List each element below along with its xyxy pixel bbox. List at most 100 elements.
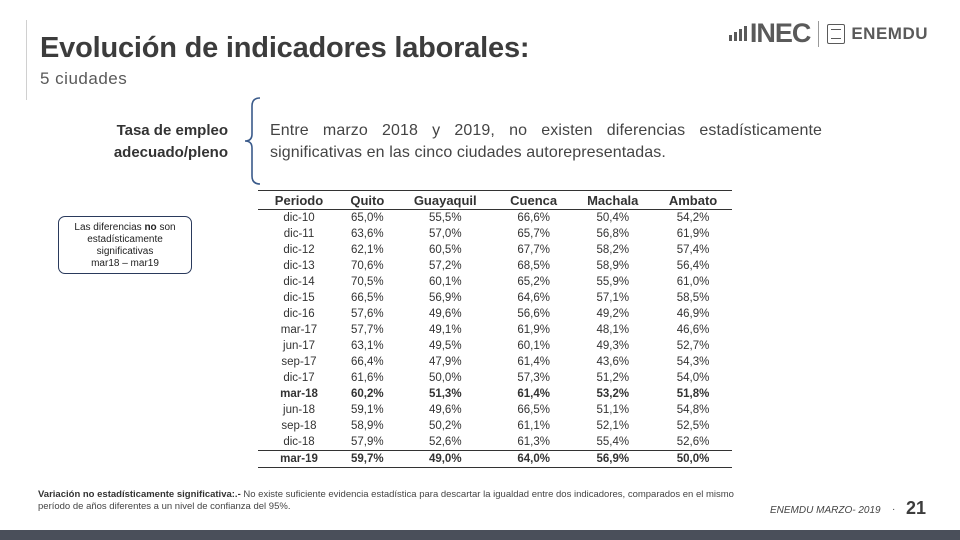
table-cell-value: 65,0% [351,212,384,224]
table-cell-period: dic-18 [283,436,315,448]
table-cell-value: 56,8% [596,228,630,240]
table-cell-period: dic-12 [283,244,315,256]
table-cell-value: 51,2% [596,372,630,384]
table-cell-value: 59,7% [340,450,395,468]
table-cell-value: 64,0% [495,450,572,468]
table-cell-value: 56,6% [517,308,550,320]
table-cell-value: 61,0% [676,276,710,288]
table-cell-value: 57,4% [676,244,710,256]
footer-source: ENEMDU MARZO- 2019 [770,505,881,516]
indicator-label-line2: adecuado/pleno [113,144,228,161]
table-cell-value: 51,3% [428,388,462,400]
table-cell-value: 65,7% [517,228,550,240]
table-cell-value: 65,2% [517,276,550,288]
table-row: dic-12 62,1% 60,5% 67,7% 58,2% 57,4% [258,242,732,258]
table-cell-value: 52,6% [676,436,710,448]
table-cell-value: 66,4% [351,356,384,368]
table-cell-value: 58,9% [351,420,384,432]
employment-rate-table: Periodo Quito Guayaquil Cuenca Machala A… [258,190,732,468]
table-cell-period: jun-18 [283,404,315,416]
table-cell-value: 56,4% [676,260,710,272]
table-row: dic-11 63,6% 57,0% 65,7% 56,8% 61,9% [258,226,732,242]
table-cell-value: 47,9% [428,356,462,368]
significance-note-box: Las diferencias no son estadísticamente … [58,216,192,274]
footnote-bold: Variación no estadísticamente significat… [38,489,241,500]
table-cell-value: 51,8% [676,388,710,400]
title-block: Evolución de indicadores laborales: 5 ci… [40,32,530,89]
note-line2: estadísticamente [87,234,163,245]
table-cell-value: 66,5% [517,404,550,416]
table-cell-value: 59,1% [351,404,384,416]
table-cell-value: 57,0% [428,228,462,240]
table-cell-value: 61,1% [517,420,550,432]
table-cell-value: 49,6% [428,308,462,320]
col-header-guayaquil: Guayaquil [394,190,496,210]
table-cell-value: 52,1% [596,420,630,432]
table-cell-period: dic-16 [283,308,315,320]
table-cell-value: 49,5% [428,340,462,352]
table-cell-value: 60,1% [428,276,462,288]
col-header-periodo: Periodo [258,190,340,210]
footer-dot: · [892,504,896,515]
indicator-description: Entre marzo 2018 y 2019, no existen dife… [270,122,822,161]
table-cell-value: 52,6% [428,436,462,448]
note-line3: significativas [96,246,154,257]
table-cell-value: 54,2% [676,212,710,224]
page-number: 21 [906,498,927,518]
logo-divider [818,20,820,47]
table-cell-value: 57,9% [351,436,384,448]
table-row: sep-17 66,4% 47,9% 61,4% 43,6% 54,3% [258,354,732,370]
table-row: mar-18 60,2% 51,3% 61,4% 53,2% 51,8% [258,386,732,402]
table-cell-period: mar-17 [280,324,318,336]
col-header-cuenca: Cuenca [495,190,572,210]
table-cell-period: dic-10 [283,212,315,224]
table-cell-value: 60,5% [428,244,462,256]
table-cell-value: 54,0% [676,372,710,384]
table-cell-value: 49,1% [428,324,462,336]
table-cell-period: dic-15 [283,292,315,304]
indicator-label-line1: Tasa de empleo [116,122,228,139]
table-cell-value: 64,6% [517,292,550,304]
table-row: dic-17 61,6% 50,0% 57,3% 51,2% 54,0% [258,370,732,386]
table-cell-value: 61,9% [676,228,710,240]
table-cell-value: 50,0% [654,450,732,468]
table-cell-value: 46,9% [676,308,710,320]
table-cell-value: 61,4% [517,388,550,400]
table-header-row: Periodo Quito Guayaquil Cuenca Machala A… [258,190,732,210]
table-row: dic-10 65,0% 55,5% 66,6% 50,4% 54,2% [258,210,732,227]
col-header-quito: Quito [340,190,395,210]
table-cell-value: 58,9% [596,260,630,272]
table-cell-value: 48,1% [596,324,630,336]
logo-enemdu-text: ENEMDU [851,23,928,43]
table-cell-value: 57,7% [351,324,384,336]
table-cell-value: 58,5% [676,292,710,304]
table-cell-period: sep-18 [281,420,317,432]
bottom-band [0,530,960,540]
table-cell-value: 57,3% [517,372,550,384]
table-cell-period: sep-17 [281,356,317,368]
table-cell-value: 52,7% [676,340,710,352]
logo-inec-text: INEC [749,18,812,48]
table-cell-period: mar-19 [258,450,340,468]
table-cell-period: dic-11 [283,228,315,240]
note-line1-post: son [156,222,176,233]
table-cell-value: 54,3% [676,356,710,368]
table-cell-period: dic-14 [283,276,315,288]
table-cell-value: 49,3% [596,340,630,352]
table-cell-value: 68,5% [517,260,550,272]
table-cell-value: 51,1% [596,404,630,416]
table-cell-value: 57,1% [596,292,630,304]
table-cell-value: 52,5% [676,420,710,432]
table-cell-value: 70,6% [351,260,384,272]
table-cell-value: 49,0% [394,450,496,468]
table-cell-value: 53,2% [596,388,630,400]
table-cell-period: jun-17 [283,340,315,352]
table-cell-value: 66,5% [351,292,384,304]
table-row: sep-18 58,9% 50,2% 61,1% 52,1% 52,5% [258,418,732,434]
footnote: Variación no estadísticamente significat… [38,489,738,513]
table-row: dic-13 70,6% 57,2% 68,5% 58,9% 56,4% [258,258,732,274]
table-cell-value: 49,6% [428,404,462,416]
table-cell-period: mar-18 [280,388,318,400]
table-cell-value: 60,1% [517,340,550,352]
table-row: mar-19 59,7% 49,0% 64,0% 56,9% 50,0% [258,450,732,468]
